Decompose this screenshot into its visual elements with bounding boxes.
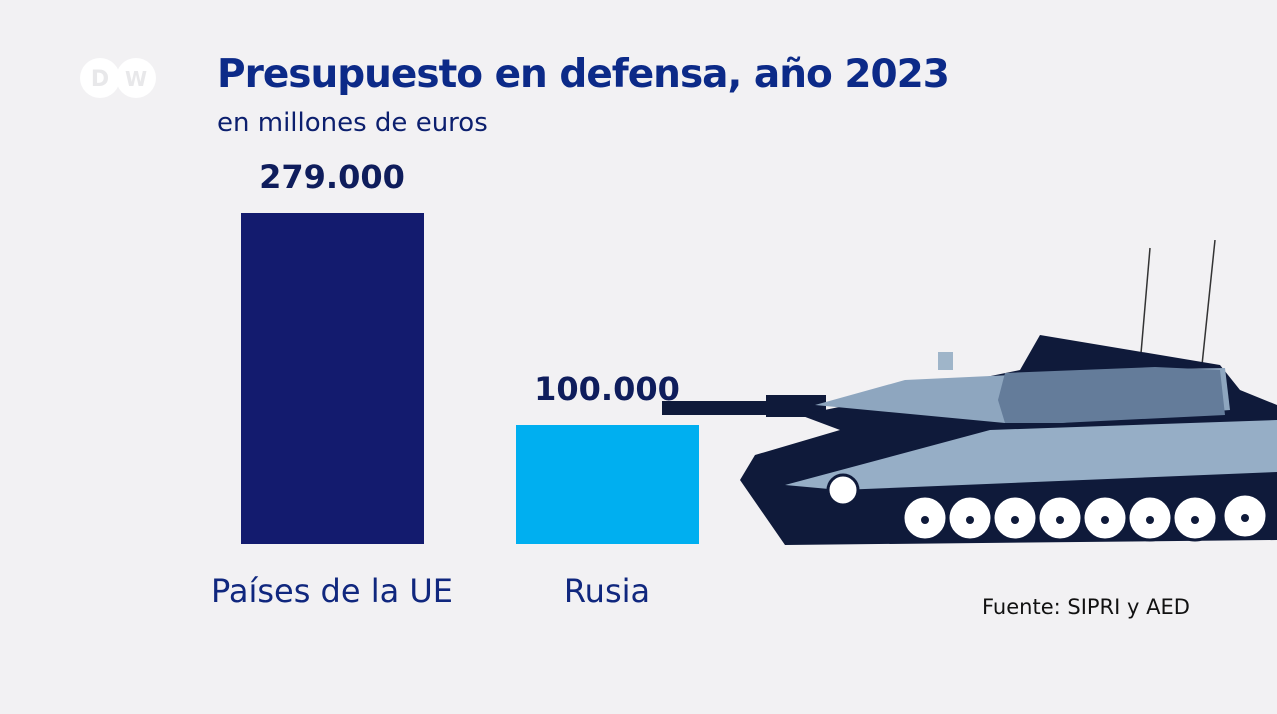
bar-1 xyxy=(516,425,699,544)
value-label: 100.000 xyxy=(534,370,680,409)
value-label: 279.000 xyxy=(259,158,405,196)
source-note: Fuente: SIPRI y AED xyxy=(982,595,1190,619)
dw-logo: D W xyxy=(80,58,156,98)
category-label: Países de la UE xyxy=(210,572,454,610)
chart-subtitle: en millones de euros xyxy=(217,108,488,138)
chart-title: Presupuesto en defensa, año 2023 xyxy=(217,52,950,97)
bar-0 xyxy=(241,213,424,544)
category-label: Rusia xyxy=(563,572,651,610)
svg-text:D: D xyxy=(91,67,109,92)
tank-illustration xyxy=(662,240,1277,545)
svg-text:W: W xyxy=(125,67,147,91)
